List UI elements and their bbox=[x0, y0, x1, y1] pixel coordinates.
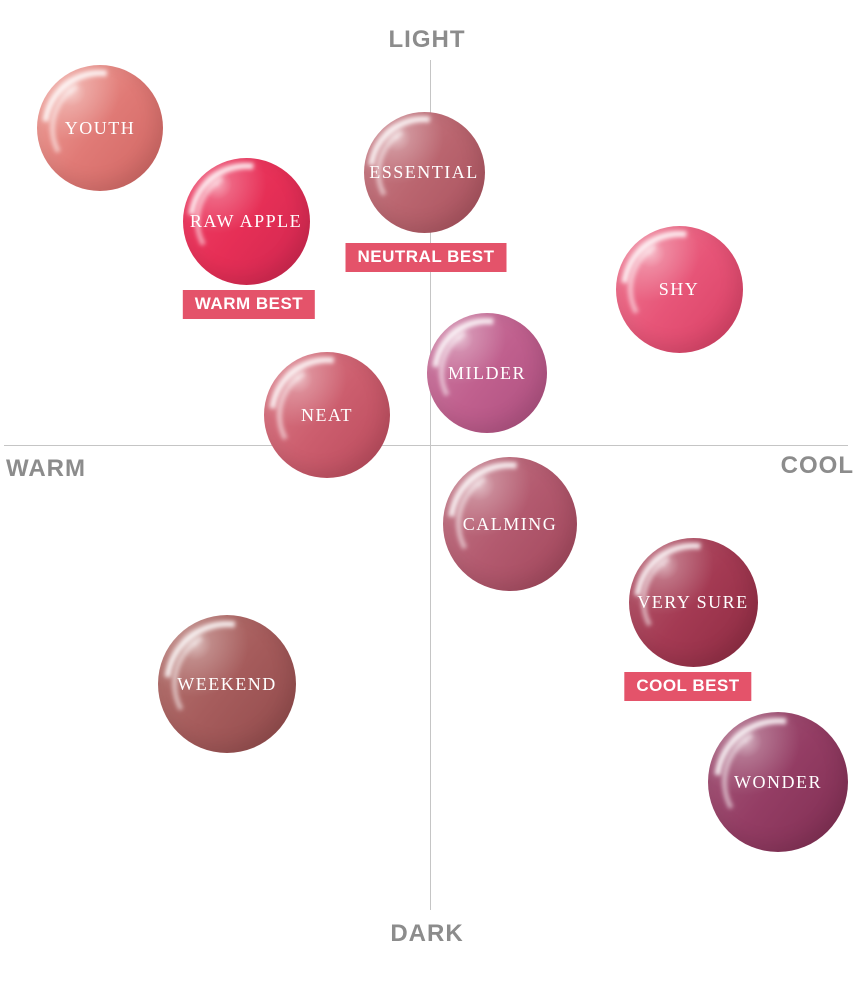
horizontal-axis-line bbox=[4, 445, 848, 446]
swatch-essential: ESSENTIAL bbox=[363, 111, 485, 233]
swatch-very-sure: VERY SURE bbox=[628, 537, 758, 667]
swatch-label: WEEKEND bbox=[177, 673, 277, 694]
axis-label-cool: COOL bbox=[780, 452, 854, 479]
axis-label-light: LIGHT bbox=[388, 26, 466, 53]
swatch-label: RAW APPLE bbox=[189, 210, 303, 231]
badge-cool-best: COOL BEST bbox=[624, 672, 752, 701]
badge-neutral-best: NEUTRAL BEST bbox=[345, 243, 507, 272]
swatch-shy: SHY bbox=[615, 225, 743, 353]
badge-warm-best: WARM BEST bbox=[182, 290, 316, 319]
vertical-axis-line bbox=[430, 60, 431, 910]
swatch-youth: YOUTH bbox=[37, 65, 163, 191]
swatch-calming: CALMING bbox=[443, 457, 577, 591]
swatch-label: CALMING bbox=[462, 513, 558, 534]
swatch-neat: NEAT bbox=[264, 352, 390, 478]
swatch-label: ESSENTIAL bbox=[369, 161, 479, 182]
axis-label-warm: WARM bbox=[6, 455, 86, 482]
swatch-raw-apple: RAW APPLE bbox=[182, 157, 310, 285]
swatch-label: WONDER bbox=[734, 771, 822, 792]
swatch-label: SHY bbox=[658, 278, 700, 299]
swatch-weekend: WEEKEND bbox=[158, 615, 296, 753]
swatch-label: VERY SURE bbox=[637, 591, 749, 612]
swatch-label: YOUTH bbox=[64, 117, 136, 138]
swatch-milder: MILDER bbox=[427, 313, 547, 433]
swatch-label: MILDER bbox=[448, 362, 526, 383]
swatch-label: NEAT bbox=[301, 404, 353, 425]
swatch-wonder: WONDER bbox=[708, 712, 848, 852]
axis-label-dark: DARK bbox=[390, 920, 464, 947]
